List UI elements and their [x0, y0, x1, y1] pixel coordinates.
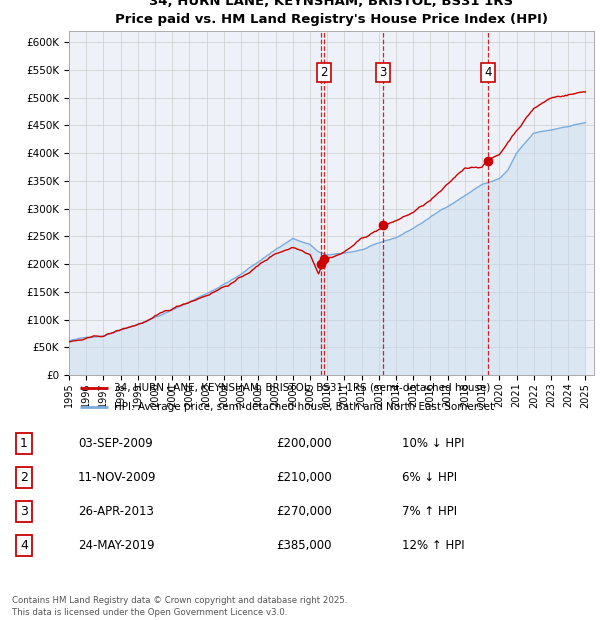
Text: 11-NOV-2009: 11-NOV-2009	[78, 471, 157, 484]
Text: 2: 2	[320, 66, 328, 79]
Text: 4: 4	[20, 539, 28, 552]
Text: 4: 4	[484, 66, 491, 79]
Title: 34, HURN LANE, KEYNSHAM, BRISTOL, BS31 1RS
Price paid vs. HM Land Registry's Hou: 34, HURN LANE, KEYNSHAM, BRISTOL, BS31 1…	[115, 0, 548, 25]
Text: 3: 3	[379, 66, 387, 79]
Text: 6% ↓ HPI: 6% ↓ HPI	[402, 471, 457, 484]
Text: £270,000: £270,000	[276, 505, 332, 518]
Text: 1: 1	[20, 437, 28, 450]
Text: 2: 2	[20, 471, 28, 484]
Text: 26-APR-2013: 26-APR-2013	[78, 505, 154, 518]
Text: £200,000: £200,000	[276, 437, 332, 450]
Text: £210,000: £210,000	[276, 471, 332, 484]
Text: £385,000: £385,000	[276, 539, 331, 552]
Text: 3: 3	[20, 505, 28, 518]
Text: HPI: Average price, semi-detached house, Bath and North East Somerset: HPI: Average price, semi-detached house,…	[113, 402, 494, 412]
Text: 7% ↑ HPI: 7% ↑ HPI	[402, 505, 457, 518]
Text: 24-MAY-2019: 24-MAY-2019	[78, 539, 155, 552]
Text: 12% ↑ HPI: 12% ↑ HPI	[402, 539, 464, 552]
Text: 10% ↓ HPI: 10% ↓ HPI	[402, 437, 464, 450]
Text: Contains HM Land Registry data © Crown copyright and database right 2025.
This d: Contains HM Land Registry data © Crown c…	[12, 596, 347, 617]
Text: 03-SEP-2009: 03-SEP-2009	[78, 437, 153, 450]
Text: 34, HURN LANE, KEYNSHAM, BRISTOL, BS31 1RS (semi-detached house): 34, HURN LANE, KEYNSHAM, BRISTOL, BS31 1…	[113, 383, 490, 392]
